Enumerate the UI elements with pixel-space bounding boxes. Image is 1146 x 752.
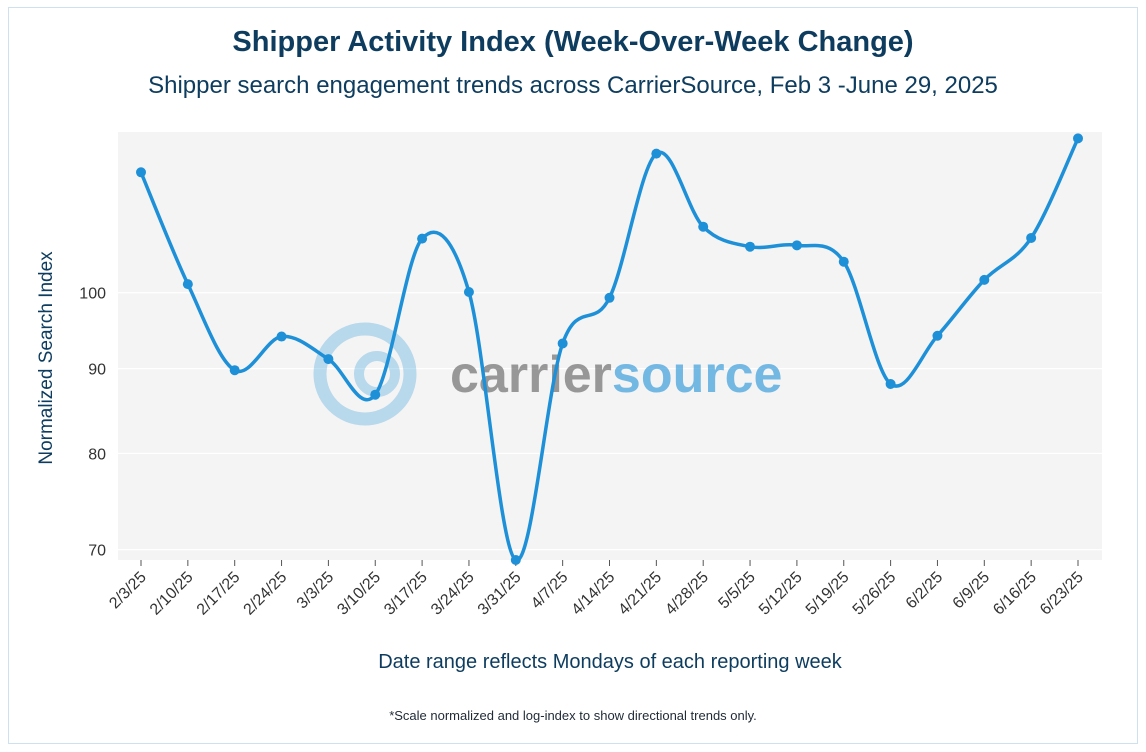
x-tick-label: 3/31/25 bbox=[475, 569, 525, 619]
x-tick-label: 5/19/25 bbox=[803, 569, 853, 619]
x-tick-label: 6/2/25 bbox=[903, 569, 947, 613]
data-point bbox=[464, 287, 474, 297]
data-point bbox=[651, 149, 661, 159]
data-point bbox=[792, 240, 802, 250]
data-point bbox=[558, 338, 568, 348]
footnote: *Scale normalized and log-index to show … bbox=[0, 708, 1146, 723]
data-point bbox=[323, 354, 333, 364]
x-tick-label: 5/12/25 bbox=[756, 569, 806, 619]
chart-svg: carriersource 70 80 90 100 2/3/252/10/252/1… bbox=[0, 0, 1146, 752]
data-point bbox=[183, 279, 193, 289]
data-point bbox=[886, 379, 896, 389]
x-axis-label: Date range reflects Mondays of each repo… bbox=[0, 651, 1146, 674]
x-tick-label: 4/21/25 bbox=[615, 569, 665, 619]
data-point bbox=[932, 331, 942, 341]
data-point bbox=[230, 365, 240, 375]
y-tick-label: 90 bbox=[88, 362, 106, 379]
x-tick-label: 3/10/25 bbox=[334, 569, 384, 619]
data-point bbox=[605, 293, 615, 303]
watermark-wordmark: carriersource bbox=[450, 346, 782, 404]
data-point bbox=[370, 390, 380, 400]
watermark-part1: carrier bbox=[450, 346, 612, 404]
data-point bbox=[136, 167, 146, 177]
data-point bbox=[1026, 233, 1036, 243]
x-tick-label: 6/9/25 bbox=[950, 569, 994, 613]
y-axis-ticks: 70 80 90 100 bbox=[79, 286, 106, 560]
x-tick-label: 4/7/25 bbox=[528, 569, 572, 613]
y-axis-label: Normalized Search Index bbox=[36, 251, 57, 465]
x-tick-label: 5/5/25 bbox=[715, 569, 759, 613]
x-tick-label: 6/16/25 bbox=[990, 569, 1040, 619]
data-point bbox=[745, 242, 755, 252]
x-tick-label: 4/14/25 bbox=[569, 569, 619, 619]
data-point bbox=[511, 555, 521, 565]
y-tick-label: 100 bbox=[79, 286, 106, 303]
x-tick-label: 4/28/25 bbox=[662, 569, 712, 619]
x-tick-label: 3/17/25 bbox=[381, 569, 431, 619]
x-tick-label: 3/3/25 bbox=[294, 569, 338, 613]
x-tick-label: 6/23/25 bbox=[1037, 569, 1087, 619]
x-tick-label: 5/26/25 bbox=[850, 569, 900, 619]
x-axis-ticks: 2/3/252/10/252/17/252/24/25 3/3/253/10/25… bbox=[106, 560, 1087, 619]
x-tick-label: 3/24/25 bbox=[428, 569, 478, 619]
x-tick-label: 2/3/25 bbox=[106, 569, 150, 613]
y-tick-label: 70 bbox=[88, 543, 106, 560]
x-tick-label: 2/10/25 bbox=[147, 569, 197, 619]
data-point bbox=[1073, 133, 1083, 143]
data-point bbox=[979, 275, 989, 285]
data-point bbox=[698, 222, 708, 232]
x-tick-label: 2/24/25 bbox=[241, 569, 291, 619]
data-point bbox=[417, 234, 427, 244]
watermark-part2: source bbox=[612, 346, 783, 404]
y-tick-label: 80 bbox=[88, 446, 106, 463]
x-tick-label: 2/17/25 bbox=[194, 569, 244, 619]
data-point bbox=[277, 332, 287, 342]
data-point bbox=[839, 257, 849, 267]
